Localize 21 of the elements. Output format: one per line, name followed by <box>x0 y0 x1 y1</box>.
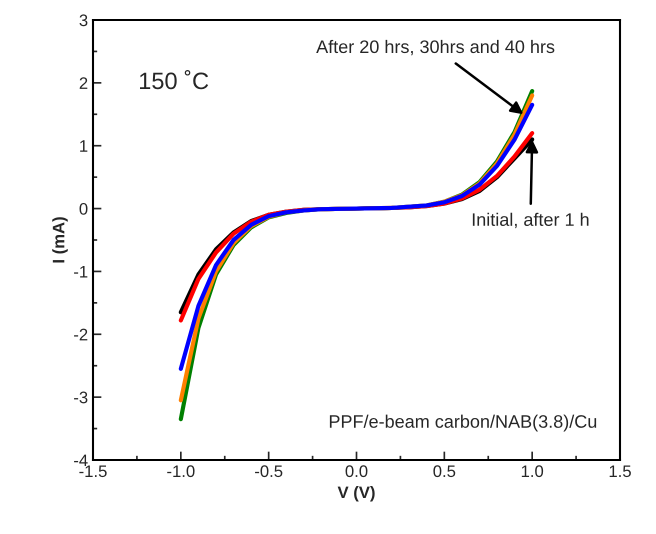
x-tick-label: 0.0 <box>346 465 368 478</box>
x-tick-label: 0.5 <box>433 465 456 478</box>
y-tick-label: -1 <box>74 266 88 278</box>
y-tick-label: 0 <box>80 202 88 215</box>
y-axis-title: I (mA) <box>52 217 68 262</box>
x-tick-label: -1.5 <box>79 465 107 478</box>
x-tick-label: -0.5 <box>255 465 282 478</box>
annotation: Initial, after 1 h <box>472 212 588 228</box>
y-tick-label: 2 <box>80 77 88 89</box>
annotation: 150 ˚C <box>140 70 208 90</box>
y-tick-label: 1 <box>80 140 88 152</box>
annotation: PPF/e-beam carbon/NAB(3.8)/Cu <box>330 414 596 432</box>
y-tick-label: -3 <box>74 392 88 404</box>
x-tick-label: 1.5 <box>610 465 631 478</box>
y-tick-label: -2 <box>74 328 88 340</box>
x-tick-label: -1.0 <box>167 465 195 478</box>
y-tick-label: 3 <box>80 14 88 26</box>
x-axis-title: V (V) <box>338 486 375 502</box>
annotation: After 20 hrs, 30hrs and 40 hrs <box>316 40 554 56</box>
y-tick-label: -4 <box>74 454 88 466</box>
x-tick-label: 1.0 <box>522 465 544 478</box>
